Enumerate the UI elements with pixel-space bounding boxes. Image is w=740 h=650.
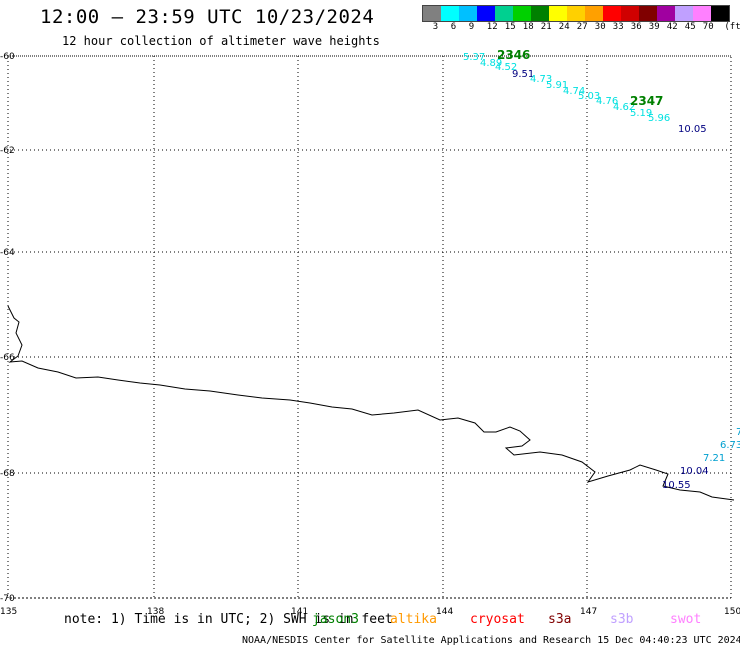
- legend-swatch: [675, 6, 693, 21]
- legend-label: 33: [612, 22, 624, 32]
- wave-height-value: 7.21: [703, 453, 725, 464]
- longitude-tick-label: 144: [436, 607, 453, 617]
- wave-height-value: 5.91: [546, 80, 568, 91]
- wave-height-value: 6.73: [720, 440, 740, 451]
- wave-height-color-legend: [422, 5, 730, 22]
- legend-swatch: [657, 6, 675, 21]
- wave-height-value: 4.62: [613, 102, 635, 113]
- satellite-label-s3b: s3b: [610, 612, 634, 627]
- legend-label: 24: [558, 22, 570, 32]
- satellite-label-s3a: s3a: [548, 612, 572, 627]
- legend-swatch: [711, 6, 729, 21]
- legend-swatch: [513, 6, 531, 21]
- legend-label: 21: [540, 22, 552, 32]
- wave-height-value: 9.51: [512, 69, 534, 80]
- legend-swatch: [441, 6, 459, 21]
- legend-label: 42: [666, 22, 678, 32]
- latitude-tick-label: -60: [0, 52, 15, 62]
- footer-note: note: 1) Time is in UTC; 2) SWH is in fe…: [64, 612, 393, 627]
- legend-swatch: [531, 6, 549, 21]
- map-frame: [7, 55, 732, 599]
- longitude-tick-label: 147: [580, 607, 597, 617]
- satellite-label-cryosat: cryosat: [470, 612, 525, 627]
- legend-label: 9: [468, 22, 475, 32]
- map-title: 12:00 – 23:59 UTC 10/23/2024: [40, 6, 375, 28]
- wave-height-value: 4.74: [563, 86, 585, 97]
- satellite-label-altika: altika: [390, 612, 437, 627]
- legend-swatch: [585, 6, 603, 21]
- legend-swatch: [621, 6, 639, 21]
- legend-swatch: [459, 6, 477, 21]
- legend-label: 30: [594, 22, 606, 32]
- satellite-label-swot: swot: [670, 612, 702, 627]
- wave-height-value: 5.19: [630, 108, 652, 119]
- wave-height-value: 4.89: [480, 58, 502, 69]
- legend-label: 70: [702, 22, 714, 32]
- wave-height-value: 10.55: [662, 480, 691, 491]
- antarctic-coastline: [7, 305, 735, 501]
- wave-height-value: 10.05: [678, 124, 707, 135]
- satellite-label-jason3: jason3: [312, 612, 359, 627]
- longitude-tick-label: 150: [724, 607, 740, 617]
- longitude-tick-label: 138: [147, 607, 164, 617]
- legend-label: (ft): [724, 22, 740, 32]
- latitude-tick-label: -62: [0, 146, 15, 156]
- pass-time-label: 2347: [630, 94, 663, 108]
- wave-height-value: 4.52: [495, 62, 517, 73]
- legend-swatch: [495, 6, 513, 21]
- longitude-tick-label: 141: [291, 607, 308, 617]
- pass-time-label: 2346: [497, 48, 530, 62]
- legend-label: 3: [432, 22, 439, 32]
- latitude-tick-label: -68: [0, 469, 15, 479]
- wave-height-value: 4.73: [530, 74, 552, 85]
- legend-swatch: [693, 6, 711, 21]
- latitude-tick-label: -70: [0, 594, 15, 604]
- wave-height-labels: 5.37 23464.894.529.514.735.914.745.034.76…: [463, 48, 740, 491]
- legend-label: 6: [450, 22, 457, 32]
- legend-label: 27: [576, 22, 588, 32]
- latitude-tick-label: -64: [0, 248, 15, 258]
- legend-label: 15: [504, 22, 516, 32]
- pass-time-label: 7: [736, 427, 740, 438]
- legend-swatch: [603, 6, 621, 21]
- legend-swatch: [423, 6, 441, 21]
- credit-line: NOAA/NESDIS Center for Satellite Applica…: [242, 635, 740, 646]
- legend-swatch: [567, 6, 585, 21]
- legend-swatch: [477, 6, 495, 21]
- wave-height-value: 5.96: [648, 113, 670, 124]
- legend-swatch: [639, 6, 657, 21]
- legend-label: 36: [630, 22, 642, 32]
- wave-height-value: 5.37: [463, 52, 485, 63]
- legend-label: 12: [486, 22, 498, 32]
- legend-label: 45: [684, 22, 696, 32]
- wave-height-value: 4.76: [596, 96, 618, 107]
- wave-height-value: 5.03: [578, 91, 600, 102]
- legend-label: 39: [648, 22, 660, 32]
- longitude-tick-label: 135: [0, 607, 17, 617]
- map-axis-labels: 135 138 141 144 147 150 -60 -62 -64 -66 -68 -70: [0, 52, 740, 617]
- legend-label: 18: [522, 22, 534, 32]
- map-grid: [7, 55, 732, 599]
- legend-swatch: [549, 6, 567, 21]
- latitude-tick-label: -66: [0, 353, 15, 363]
- wave-height-value: 10.04: [680, 466, 709, 477]
- map-subtitle: 12 hour collection of altimeter wave hei…: [62, 34, 380, 48]
